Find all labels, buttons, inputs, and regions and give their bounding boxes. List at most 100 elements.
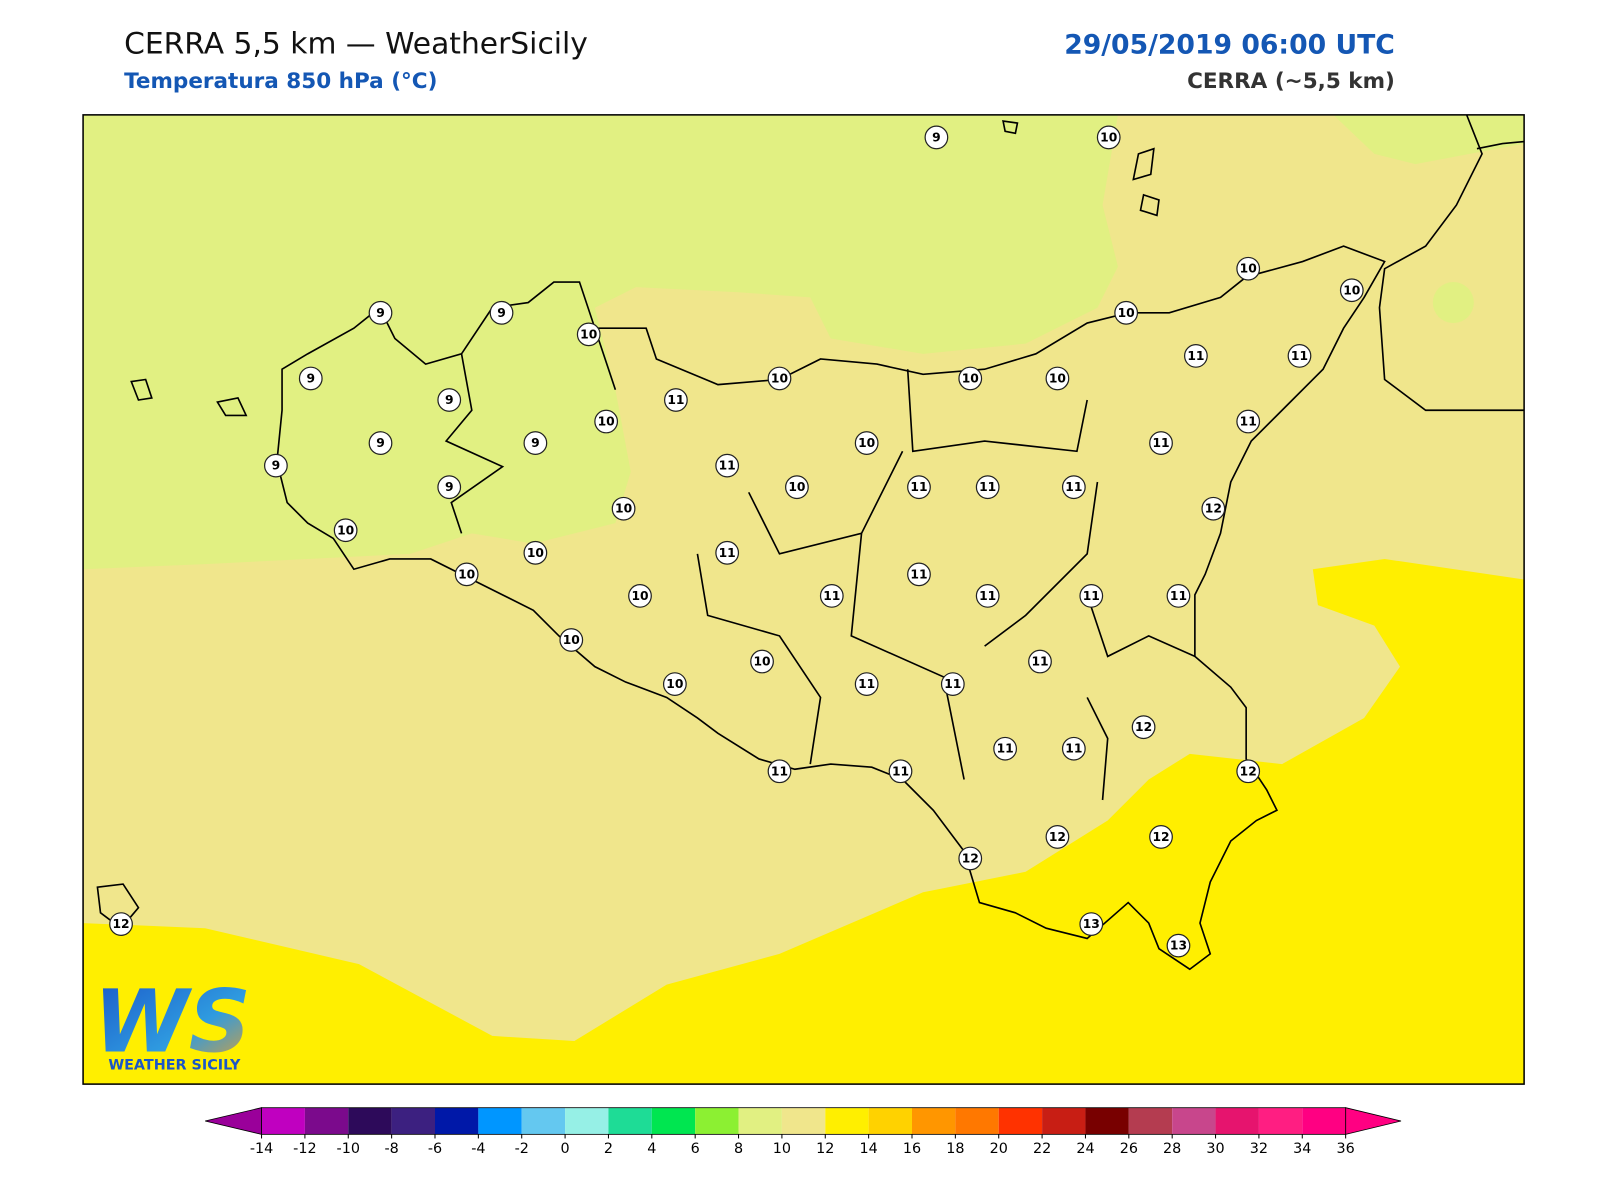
station-value: 12	[1135, 720, 1152, 734]
station-marker	[1061, 475, 1086, 500]
station-value: 11	[910, 480, 927, 494]
station-marker	[628, 583, 652, 608]
colorbar-bin	[1172, 1107, 1216, 1135]
colorbar-bin	[651, 1107, 696, 1135]
station-marker	[368, 431, 393, 455]
colorbar-tick-label: 34	[1293, 1141, 1311, 1157]
station-value: 10	[666, 677, 683, 691]
colorbar-bin	[781, 1107, 826, 1135]
station-value: 11	[979, 589, 996, 603]
station-marker	[611, 496, 636, 521]
colorbar-tick-label: 26	[1120, 1141, 1138, 1157]
station-marker	[1079, 583, 1104, 608]
station-value: 11	[1291, 349, 1308, 363]
map: 9 10 9 9 10 10 10 10 9 9 11 10 10 10 11 11 9 9 10 10 11 11 9 9 1…	[83, 114, 1525, 1085]
station-value: 11	[1065, 480, 1082, 494]
station-marker	[715, 540, 740, 565]
station-marker	[1131, 715, 1156, 740]
station-value: 9	[497, 306, 506, 320]
station-marker	[1287, 343, 1312, 368]
station-value: 10	[753, 655, 770, 669]
station-marker	[767, 759, 792, 784]
station-value: 9	[306, 371, 315, 385]
station-marker	[1339, 278, 1364, 303]
field-8-10	[1333, 114, 1525, 165]
colorbar-bin	[912, 1107, 956, 1135]
station-value: 11	[1065, 742, 1082, 756]
colorbar-bin	[1258, 1107, 1303, 1135]
station-marker	[523, 540, 548, 565]
colorbar-bin	[1128, 1107, 1173, 1135]
station-value: 11	[1083, 589, 1100, 603]
station-value: 10	[615, 502, 632, 516]
station-marker	[1028, 649, 1052, 674]
station-value: 13	[1170, 939, 1187, 953]
station-value: 10	[580, 327, 597, 341]
station-marker	[819, 583, 844, 608]
colorbar-bin	[1085, 1107, 1129, 1135]
colorbar-tick-label: 24	[1076, 1141, 1094, 1157]
station-value: 11	[667, 393, 684, 407]
station-value: 11	[944, 677, 961, 691]
station-marker	[1045, 366, 1070, 391]
colorbar-bin	[478, 1107, 522, 1135]
station-value: 10	[527, 546, 544, 560]
station-marker	[1166, 583, 1191, 608]
station-marker	[958, 846, 983, 871]
station-marker	[1061, 736, 1086, 761]
station-value: 9	[531, 436, 540, 450]
station-value: 10	[1118, 306, 1135, 320]
colorbar-bin	[868, 1107, 912, 1135]
colorbar-tick-label: -4	[471, 1141, 485, 1157]
colorbar-extend-high	[1345, 1107, 1402, 1135]
station-value: 11	[719, 459, 736, 473]
colorbar-tick-label: 0	[561, 1141, 570, 1157]
colorbar-bin	[825, 1107, 869, 1135]
station-marker	[1079, 912, 1104, 936]
station-value: 10	[1240, 262, 1257, 276]
station-value: 10	[337, 523, 354, 537]
station-marker	[559, 628, 584, 652]
logo-text: WEATHER SICILY	[108, 1058, 241, 1074]
station-value: 10	[788, 480, 805, 494]
station-value: 12	[962, 851, 979, 865]
colorbar-tick-label: 14	[860, 1141, 878, 1157]
station-value: 10	[962, 371, 979, 385]
datetime: 29/05/2019 06:00 UTC	[1064, 29, 1395, 60]
station-value: 11	[858, 677, 875, 691]
station-value: 13	[1083, 917, 1100, 931]
station-marker	[1114, 300, 1139, 325]
colorbar-bin	[261, 1107, 305, 1135]
station-marker	[907, 475, 931, 500]
station-marker	[750, 649, 774, 674]
colorbar-bin	[738, 1107, 782, 1135]
station-marker	[576, 322, 601, 347]
colorbar-tick-label: 36	[1337, 1141, 1355, 1157]
colorbar-bin	[1215, 1107, 1259, 1135]
station-marker	[1201, 496, 1226, 521]
station-marker	[1166, 933, 1191, 958]
station-marker	[924, 125, 949, 150]
colorbar-tick-label: -6	[428, 1141, 442, 1157]
logo-mark: WS	[94, 972, 251, 1072]
station-value: 11	[719, 546, 736, 560]
stations: 9 10 9 9 10 10 10 10 9 9 11 10 10 10 11 11 9 9 10 10 11 11 9 9 1…	[109, 125, 1364, 958]
colorbar: -14 -12 -10 -8 -6 -4 -2 0 2 4 6 8 10 12 14 16 18 20 22 24 26…	[205, 1107, 1402, 1157]
coastline	[96, 114, 1525, 971]
colorbar-bin	[565, 1107, 609, 1135]
station-marker	[958, 366, 983, 391]
colorbar-tick-label: 2	[604, 1141, 613, 1157]
colorbar-tick-label: -8	[384, 1141, 398, 1157]
station-marker	[368, 300, 393, 325]
station-marker	[1236, 409, 1261, 434]
station-marker	[437, 475, 462, 500]
station-value: 11	[823, 589, 840, 603]
station-value: 11	[1170, 589, 1187, 603]
station-value: 12	[112, 917, 129, 931]
colorbar-tick-label: 28	[1163, 1141, 1181, 1157]
colorbar-tick-label: 32	[1250, 1141, 1268, 1157]
station-value: 10	[631, 589, 648, 603]
colorbar-tick-label: 20	[990, 1141, 1008, 1157]
station-value: 10	[458, 567, 475, 581]
station-value: 9	[445, 480, 454, 494]
